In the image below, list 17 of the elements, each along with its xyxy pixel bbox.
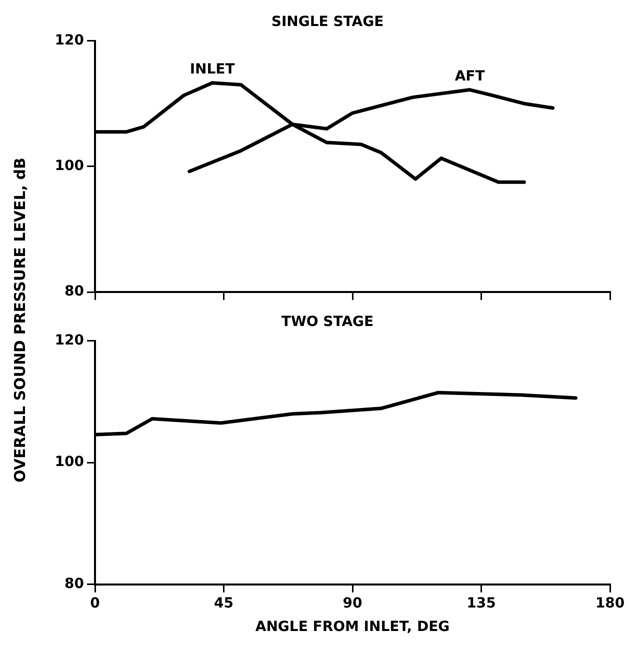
x-tick-label: 0 [90, 595, 100, 612]
y-tick-label: 100 [54, 158, 84, 174]
x-tick-label: 45 [214, 595, 234, 612]
chart-title: TWO STAGE [281, 314, 374, 330]
y-tick-label: 120 [54, 32, 84, 48]
y-tick-label: 100 [54, 454, 84, 470]
series-label: INLET [190, 62, 236, 78]
x-tick-label: 180 [595, 595, 625, 612]
x-axis-title: ANGLE FROM INLET, DEG [255, 619, 450, 636]
y-tick-label: 80 [64, 284, 84, 300]
chart-title: SINGLE STAGE [271, 14, 384, 30]
y-axis-title: OVERALL SOUND PRESSURE LEVEL, dB [11, 158, 29, 482]
x-tick-label: 90 [342, 595, 362, 612]
y-tick-label: 80 [64, 576, 84, 592]
y-tick-label: 120 [54, 332, 84, 348]
x-tick-label: 135 [466, 595, 496, 612]
series-label: AFT [454, 68, 486, 84]
